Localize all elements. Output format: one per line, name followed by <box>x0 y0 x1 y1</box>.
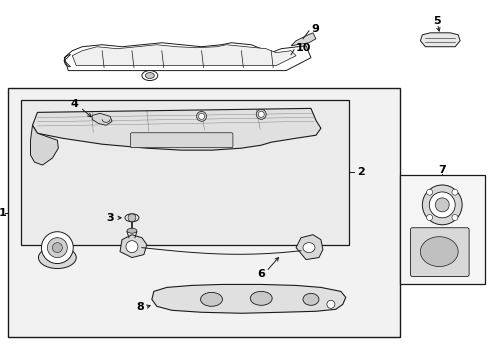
Circle shape <box>428 192 454 218</box>
Polygon shape <box>295 235 322 260</box>
Ellipse shape <box>420 237 457 266</box>
Circle shape <box>198 113 204 119</box>
Circle shape <box>41 232 73 264</box>
Circle shape <box>426 215 432 221</box>
Ellipse shape <box>127 228 137 233</box>
Text: 5: 5 <box>432 16 440 26</box>
Text: 3: 3 <box>106 213 114 223</box>
Circle shape <box>434 198 448 212</box>
Bar <box>8 89 400 337</box>
Ellipse shape <box>250 291 272 305</box>
Ellipse shape <box>303 293 318 305</box>
Ellipse shape <box>39 247 76 269</box>
Ellipse shape <box>200 292 222 306</box>
Circle shape <box>426 189 432 195</box>
Text: 4: 4 <box>70 99 78 109</box>
Circle shape <box>256 109 265 119</box>
Ellipse shape <box>125 214 139 222</box>
Bar <box>400 175 484 284</box>
Polygon shape <box>30 125 58 165</box>
Circle shape <box>128 214 136 222</box>
Text: 2: 2 <box>356 167 364 177</box>
Polygon shape <box>32 108 320 150</box>
Polygon shape <box>152 284 345 313</box>
Ellipse shape <box>145 73 154 78</box>
FancyBboxPatch shape <box>409 228 468 276</box>
Circle shape <box>326 300 334 308</box>
Polygon shape <box>290 33 315 46</box>
Circle shape <box>422 185 461 225</box>
Text: 9: 9 <box>310 24 318 34</box>
Circle shape <box>451 215 457 221</box>
Polygon shape <box>92 113 112 125</box>
Polygon shape <box>120 235 146 257</box>
Ellipse shape <box>126 241 138 253</box>
Bar <box>20 100 348 245</box>
Text: 7: 7 <box>437 165 445 175</box>
Circle shape <box>47 238 67 257</box>
FancyBboxPatch shape <box>130 133 232 148</box>
Polygon shape <box>420 33 459 47</box>
Text: 10: 10 <box>295 43 311 53</box>
Circle shape <box>258 111 264 117</box>
Text: 6: 6 <box>257 270 264 279</box>
Circle shape <box>196 111 206 121</box>
Polygon shape <box>72 45 295 66</box>
Text: 8: 8 <box>136 302 143 312</box>
Text: 1: 1 <box>0 208 6 218</box>
Polygon shape <box>64 43 310 71</box>
Circle shape <box>451 189 457 195</box>
Ellipse shape <box>303 243 314 253</box>
Ellipse shape <box>142 71 158 81</box>
Circle shape <box>52 243 62 253</box>
